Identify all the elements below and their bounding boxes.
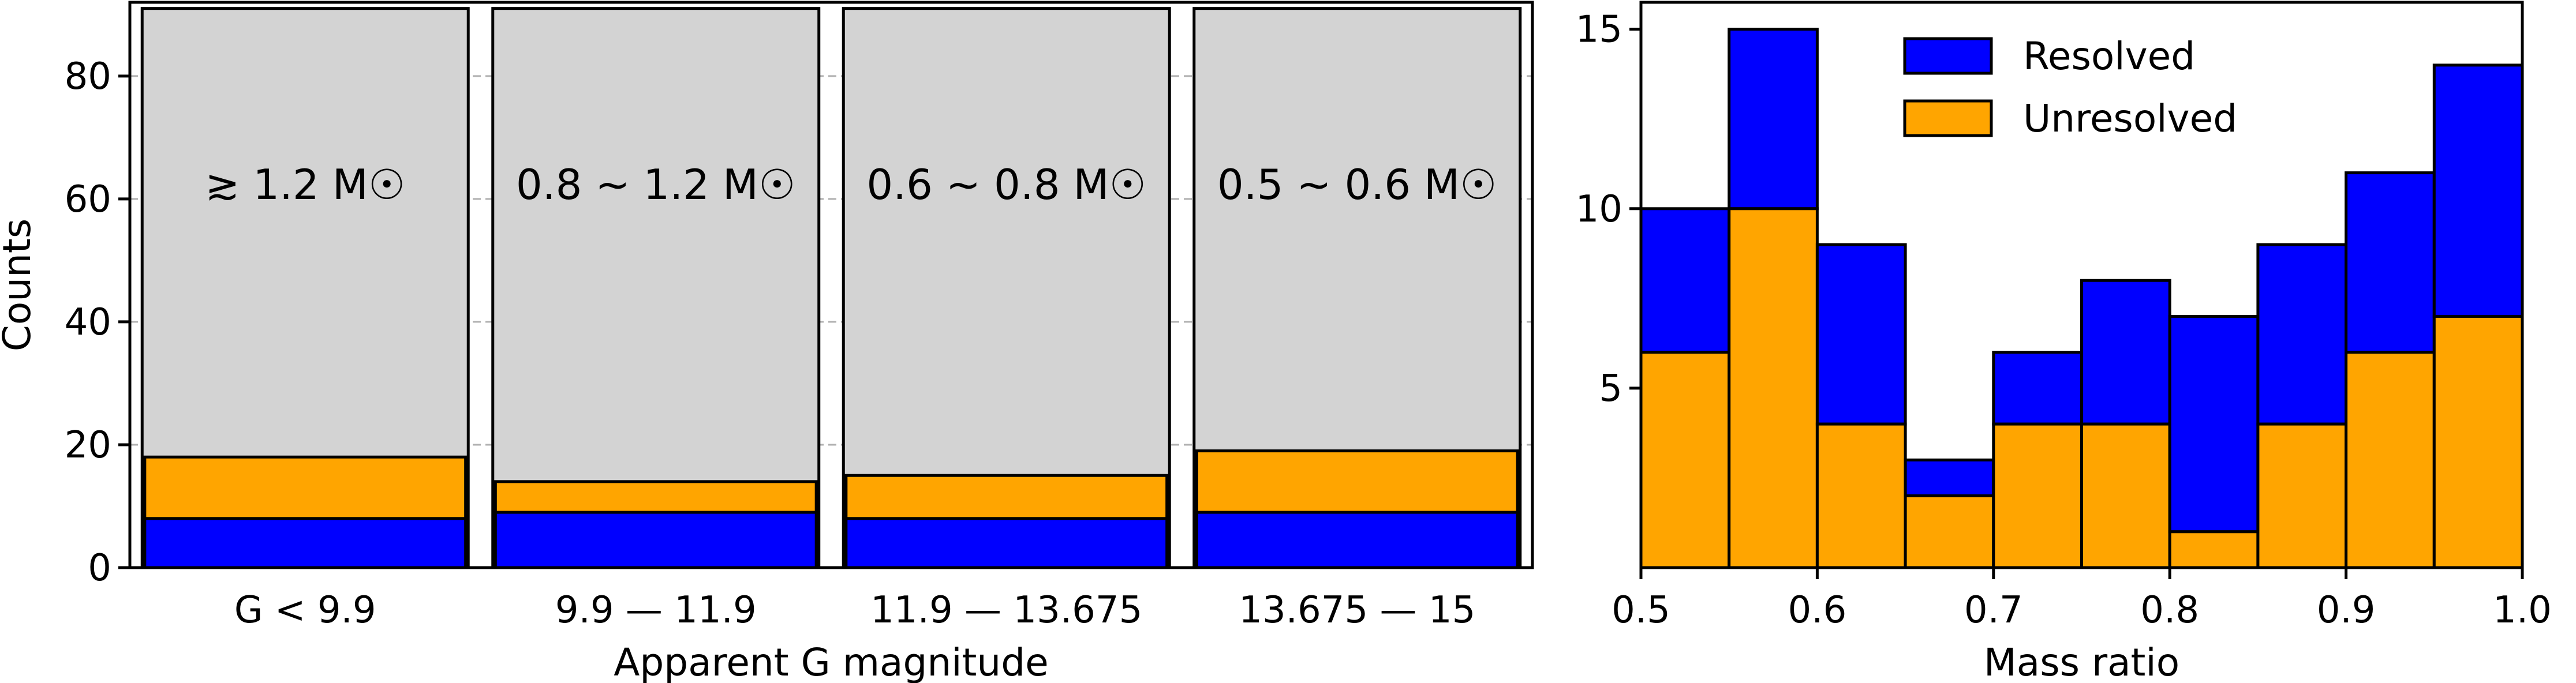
hist-bar-unresolved	[2080, 422, 2171, 569]
x-tick-label: 0.5	[1612, 589, 1670, 632]
x-tick-label: 11.9 — 13.675	[870, 589, 1142, 632]
x-axis-label: Apparent G magnitude	[614, 640, 1049, 683]
y-tick-label: 20	[65, 424, 111, 467]
hist-bar-unresolved	[2432, 314, 2524, 569]
y-tick-label: 80	[65, 55, 111, 98]
hist-bar-resolved	[1992, 351, 2084, 426]
hist-bar-unresolved	[2168, 530, 2260, 569]
mass-range-annotation: 0.6 ~ 0.8 M☉	[866, 160, 1146, 209]
y-tick-label: 15	[1576, 9, 1622, 51]
legend-label: Resolved	[2023, 34, 2195, 78]
bar-resolved	[143, 517, 468, 569]
hist-bar-resolved	[1815, 243, 1907, 426]
mass-range-annotation: ≳ 1.2 M☉	[205, 160, 405, 209]
hist-bar-unresolved	[1728, 207, 1819, 569]
x-tick-label: 9.9 — 11.9	[555, 589, 757, 632]
right-panel-mass-ratio-histogram: 0.5 0.6 0.7 0.8 0.9 1.0 5 10 15 Mass ratio Resolve…	[1576, 1, 2552, 683]
y-tick-label: 5	[1599, 367, 1622, 410]
mass-range-annotation: 0.5 ~ 0.6 M☉	[1217, 160, 1497, 209]
y-tick-label: 10	[1576, 188, 1622, 231]
y-tick-label: 60	[65, 178, 111, 221]
legend-swatch	[1903, 99, 1993, 137]
y-axis-label: Counts	[0, 219, 39, 351]
legend-label: Unresolved	[2023, 96, 2237, 141]
hist-bar-unresolved	[2345, 351, 2436, 569]
y-tick-label: 0	[88, 547, 111, 590]
bar-total	[491, 7, 821, 569]
plot-frame	[1639, 1, 2524, 569]
left-panel-magnitude-bars: ≳ 1.2 M☉ G < 9.9 0.8 ~ 1.2 M☉ 9.9 — 11.9 0.6…	[0, 1, 1534, 683]
x-tick-label: 0.7	[1964, 589, 2023, 632]
x-tick-label: G < 9.9	[234, 589, 376, 632]
mass-range-annotation: 0.8 ~ 1.2 M☉	[516, 160, 796, 209]
bar-resolved	[493, 511, 818, 569]
hist-bar-resolved	[1728, 28, 1819, 211]
x-tick-label: 1.0	[2493, 589, 2552, 632]
x-tick-label: 0.9	[2317, 589, 2376, 632]
y-tick-label: 40	[65, 301, 111, 344]
hist-bar-resolved	[2432, 63, 2524, 318]
hist-bar-resolved	[2256, 243, 2348, 426]
x-axis-label: Mass ratio	[1984, 640, 2179, 683]
hist-bar-unresolved	[1904, 494, 1995, 569]
bar-resolved	[1195, 511, 1519, 569]
hist-bar-resolved	[1639, 207, 1731, 354]
hist-bar-unresolved	[1639, 351, 1731, 569]
plot-frame	[128, 1, 1534, 569]
hist-bar-resolved	[2168, 314, 2260, 534]
hist-bar-resolved	[2345, 171, 2436, 354]
hist-bar-unresolved	[1992, 422, 2084, 569]
bar-resolved	[844, 517, 1169, 569]
hist-bar-resolved	[1904, 458, 1995, 498]
x-tick-label: 13.675 — 15	[1239, 589, 1475, 632]
hist-bar-unresolved	[1815, 422, 1907, 569]
legend-swatch	[1903, 37, 1993, 75]
x-tick-label: 0.6	[1788, 589, 1847, 632]
hist-bar-unresolved	[2256, 422, 2348, 569]
x-tick-label: 0.8	[2140, 589, 2199, 632]
hist-bar-resolved	[2080, 279, 2171, 426]
